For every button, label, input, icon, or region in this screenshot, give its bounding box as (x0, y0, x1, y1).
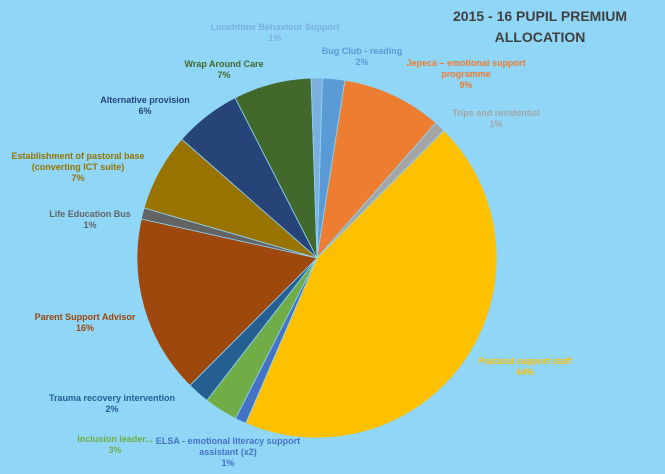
value-label: 7% (217, 70, 231, 80)
category-label: Jepeca – emotional support programme (406, 58, 526, 79)
category-label: ELSA - emotional literacy support assist… (155, 436, 301, 457)
slice-label: Establishment of pastoral base (converti… (6, 151, 151, 184)
pie-slice (136, 218, 318, 387)
category-label: Inclusion leader... (77, 434, 153, 444)
slice-label: Lunchtime Behaviour Support 1% (200, 22, 350, 44)
slice-label: Alternative provision 6% (85, 95, 205, 117)
slice-label: Wrap Around Care 7% (169, 59, 279, 81)
value-label: 16% (75, 323, 94, 333)
category-label: Trauma recovery intervention (48, 393, 176, 403)
value-label: 6% (138, 106, 152, 116)
title-line: 2015 - 16 PUPIL PREMIUM (452, 8, 628, 24)
slice-label: Inclusion leader... 3% (60, 434, 170, 456)
slice-label: Parent Support Advisor 16% (10, 312, 160, 334)
slice-label: Pastoral support staff 44% (470, 356, 580, 378)
category-label: Parent Support Advisor (34, 312, 136, 322)
value-label: 1% (489, 119, 503, 129)
slice-label: Bug Club - reading 2% (317, 46, 407, 68)
slice-label: Trips and residential 1% (441, 108, 551, 130)
category-label: Life Education Bus (49, 209, 131, 219)
slice-label: Jepeca – emotional support programme 9% (401, 58, 531, 91)
value-label: 1% (83, 220, 97, 230)
value-label: 7% (71, 173, 85, 183)
value-label: 1% (221, 458, 235, 468)
title-line: ALLOCATION (494, 29, 586, 45)
category-label: Establishment of pastoral base (converti… (11, 151, 145, 172)
category-label: Wrap Around Care (184, 59, 264, 69)
pie-slice (245, 129, 498, 439)
category-label: Alternative provision (100, 95, 190, 105)
value-label: 3% (108, 445, 122, 455)
slice-label: Life Education Bus 1% (35, 209, 145, 231)
category-label: Trips and residential (452, 108, 540, 118)
pie-slice (316, 79, 437, 260)
slice-label: Trauma recovery intervention 2% (37, 393, 187, 415)
value-label: 2% (355, 57, 369, 67)
value-label: 44% (515, 367, 534, 377)
category-label: Lunchtime Behaviour Support (210, 22, 340, 32)
category-label: Bug Club - reading (321, 46, 403, 56)
slice-label: ELSA - emotional literacy support assist… (148, 436, 308, 469)
value-label: 2% (105, 404, 119, 414)
pie-slice (310, 77, 323, 259)
value-label: 1% (268, 33, 282, 43)
category-label: Pastoral support staff (478, 356, 572, 366)
value-label: 9% (459, 80, 473, 90)
chart-title: 2015 - 16 PUPIL PREMIUM ALLOCATION (435, 6, 645, 48)
